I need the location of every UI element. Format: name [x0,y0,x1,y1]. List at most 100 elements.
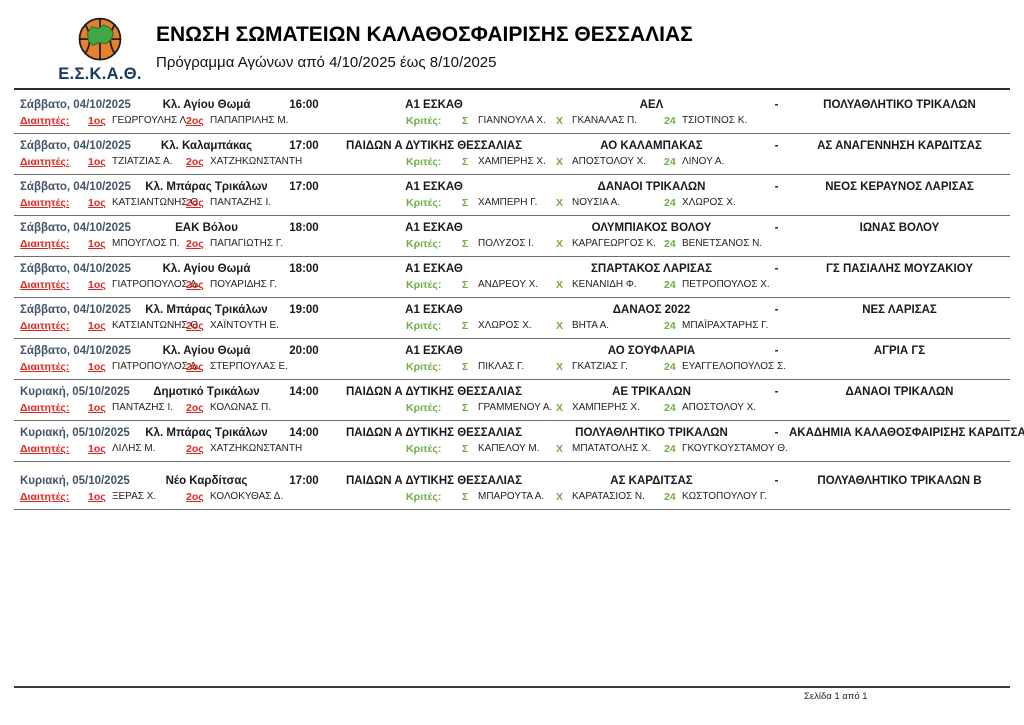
judge-24-name: ΛΙΝΟΥ Α. [682,156,725,167]
vs-dash: - [774,140,779,152]
match-venue: ΕΑΚ Βόλου [175,222,238,234]
judge-24-name: ΓΚΟΥΓΚΟΥΣΤΑΜΟΥ Θ. [682,443,788,454]
ref1-name: ΓΕΩΡΓΟΥΛΗΣ Λ. [112,115,189,126]
match-time: 17:00 [289,140,319,152]
ref2-label: 2ος [186,197,204,209]
match-venue: Νέο Καρδίτσας [165,475,248,487]
judge-24-name: ΚΩΣΤΟΠΟΥΛΟΥ Γ. [682,491,768,502]
judge-24-label: 24 [664,443,676,455]
ref2-name: ΧΑΤΖΗΚΩΝΣΤΑΝΤΗ [210,156,303,167]
ref2-label: 2ος [186,156,204,168]
referees-label: Διαιτητές: [20,197,70,209]
vs-dash: - [774,475,779,487]
officials-line: Διαιτητές: 1ος ΠΑΝΤΑΖΗΣ Ι. 2ος ΚΟΛΩΝΑΣ Π… [14,401,1010,415]
judge-s-name: ΓΙΑΝΝΟΥΛΑ Χ. [478,115,546,126]
match-date: Σάββατο, 04/10/2025 [20,345,131,357]
officials-line: Διαιτητές: 1ος ΓΙΑΤΡΟΠΟΥΛΟΣ Δ. 2ος ΣΤΕΡΠ… [14,360,1010,374]
vs-dash: - [774,427,779,439]
match-row: Κυριακή, 05/10/2025 Κλ. Μπάρας Τρικάλων … [14,421,1024,462]
home-team: ΣΠΑΡΤΑΚΟΣ ΛΑΡΙΣΑΣ [591,263,712,275]
match-row: Σάββατο, 04/10/2025 Κλ. Μπάρας Τρικάλων … [14,298,1010,339]
ref1-name: ΜΠΟΥΓΛΟΣ Π. [112,238,180,249]
footer-divider: Σελίδα 1 από 1 [14,686,1010,702]
match-info-line: Σάββατο, 04/10/2025 Κλ. Καλαμπάκας 17:00… [14,138,1010,154]
match-category: Α1 ΕΣΚΑΘ [405,345,463,357]
home-team: ΔΑΝΑΟΙ ΤΡΙΚΑΛΩΝ [597,181,706,193]
judge-24-label: 24 [664,238,676,250]
match-time: 14:00 [289,427,319,439]
match-date: Κυριακή, 05/10/2025 [20,475,130,487]
ref2-name: ΧΑΤΖΗΚΩΝΣΤΑΝΤΗ [210,443,303,454]
ref2-name: ΠΟΥΑΡΙΔΗΣ Γ. [210,279,277,290]
judges-label: Κριτές: [406,443,442,455]
judges-label: Κριτές: [406,279,442,291]
judge-x-name: ΚΑΡΑΓΕΩΡΓΟΣ Κ. [572,238,656,249]
match-time: 17:00 [289,475,319,487]
officials-line: Διαιτητές: 1ος ΜΠΟΥΓΛΟΣ Π. 2ος ΠΑΠΑΓΙΩΤΗ… [14,237,1010,251]
ref2-label: 2ος [186,402,204,414]
match-venue: Δημοτικό Τρικάλων [153,386,260,398]
vs-dash: - [774,222,779,234]
judge-s-label: Σ [462,279,469,291]
judge-24-label: 24 [664,279,676,291]
ref2-name: ΧΑΪΝΤΟΥΤΗ Ε. [210,320,279,331]
away-team: ΑΓΡΙΑ ΓΣ [873,345,926,357]
ref1-label: 1ος [88,156,106,168]
ref1-label: 1ος [88,491,106,503]
vs-dash: - [774,181,779,193]
ref1-name: ΚΑΤΣΙΑΝΤΩΝΗΣ Θ. [112,320,201,331]
judge-s-name: ΧΑΜΠΕΡΗ Γ. [478,197,538,208]
match-category: Α1 ΕΣΚΑΘ [405,99,463,111]
ref1-label: 1ος [88,320,106,332]
judge-x-name: ΒΗΤΑ Α. [572,320,610,331]
match-category: ΠΑΙΔΩΝ Α ΔΥΤΙΚΗΣ ΘΕΣΣΑΛΙΑΣ [345,427,523,439]
officials-line: Διαιτητές: 1ος ΤΖΙΑΤΖΙΑΣ Α. 2ος ΧΑΤΖΗΚΩΝ… [14,155,1010,169]
judge-24-label: 24 [664,115,676,127]
match-info-line: Σάββατο, 04/10/2025 ΕΑΚ Βόλου 18:00 Α1 Ε… [14,220,1010,236]
ref1-label: 1ος [88,279,106,291]
judge-24-name: ΒΕΝΕΤΣΑΝΟΣ Ν. [682,238,763,249]
away-team: ΝΕΣ ΛΑΡΙΣΑΣ [862,304,937,316]
match-row: Σάββατο, 04/10/2025 ΕΑΚ Βόλου 18:00 Α1 Ε… [14,216,1010,257]
judge-s-name: ΠΟΛΥΖΟΣ Ι. [478,238,534,249]
match-category: ΠΑΙΔΩΝ Α ΔΥΤΙΚΗΣ ΘΕΣΣΑΛΙΑΣ [345,140,523,152]
officials-line: Διαιτητές: 1ος ΞΕΡΑΣ Χ. 2ος ΚΟΛΟΚΥΘΑΣ Δ.… [14,490,1010,504]
page-subtitle: Πρόγραμμα Αγώνων από 4/10/2025 έως 8/10/… [156,54,497,72]
header-titles: ΕΝΩΣΗ ΣΩΜΑΤΕΙΩΝ ΚΑΛΑΘΟΣΦΑΙΡΙΣΗΣ ΘΕΣΣΑΛΙΑ… [156,14,693,71]
match-venue: Κλ. Καλαμπάκας [160,140,253,152]
match-date: Σάββατο, 04/10/2025 [20,222,131,234]
officials-line: Διαιτητές: 1ος ΓΕΩΡΓΟΥΛΗΣ Λ. 2ος ΠΑΠΑΠΡΙ… [14,114,1010,128]
judge-x-label: Χ [556,197,564,209]
match-time: 19:00 [289,304,319,316]
match-date: Σάββατο, 04/10/2025 [20,140,131,152]
judge-s-label: Σ [462,197,469,209]
match-row: Σάββατο, 04/10/2025 Κλ. Αγίου Θωμά 16:00… [14,93,1010,134]
judge-x-name: ΚΕΝΑΝΙΔΗ Φ. [572,279,637,290]
match-time: 18:00 [289,222,319,234]
match-time: 14:00 [289,386,319,398]
judge-24-label: 24 [664,156,676,168]
match-row: Σάββατο, 04/10/2025 Κλ. Αγίου Θωμά 18:00… [14,257,1010,298]
judge-24-name: ΑΠΟΣΤΟΛΟΥ Χ. [682,402,757,413]
judge-x-label: Χ [556,320,564,332]
match-time: 18:00 [289,263,319,275]
ref2-name: ΚΟΛΩΝΑΣ Π. [210,402,271,413]
judge-24-label: 24 [664,197,676,209]
officials-line: Διαιτητές: 1ος ΚΑΤΣΙΑΝΤΩΝΗΣ Θ. 2ος ΧΑΪΝΤ… [14,319,1010,333]
judge-s-label: Σ [462,156,469,168]
ref1-label: 1ος [88,361,106,373]
judge-24-name: ΠΕΤΡΟΠΟΥΛΟΣ Χ. [682,279,770,290]
ref1-label: 1ος [88,197,106,209]
judge-x-label: Χ [556,361,564,373]
match-row: Σάββατο, 04/10/2025 Κλ. Μπάρας Τρικάλων … [14,175,1010,216]
match-category: Α1 ΕΣΚΑΘ [405,181,463,193]
match-category: ΠΑΙΔΩΝ Α ΔΥΤΙΚΗΣ ΘΕΣΣΑΛΙΑΣ [345,475,523,487]
judge-x-name: ΝΟΥΣΙΑ Α. [572,197,621,208]
officials-line: Διαιτητές: 1ος ΓΙΑΤΡΟΠΟΥΛΟΣ Δ. 2ος ΠΟΥΑΡ… [14,278,1010,292]
ref1-label: 1ος [88,115,106,127]
logo-text: Ε.Σ.Κ.Α.Θ. [58,65,142,83]
home-team: ΑΟ ΚΑΛΑΜΠΑΚΑΣ [600,140,703,152]
judge-24-name: ΕΥΑΓΓΕΛΟΠΟΥΛΟΣ Σ. [682,361,786,372]
match-list: Σάββατο, 04/10/2025 Κλ. Αγίου Θωμά 16:00… [14,93,1024,510]
ref1-name: ΞΕΡΑΣ Χ. [112,491,157,502]
